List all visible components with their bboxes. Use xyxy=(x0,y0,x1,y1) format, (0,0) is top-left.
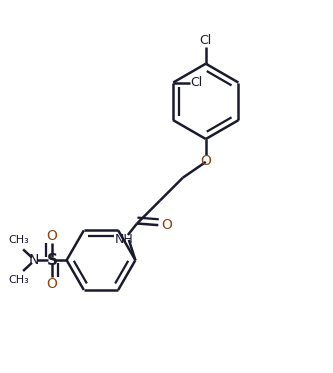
Text: O: O xyxy=(47,229,57,243)
Text: N: N xyxy=(29,253,39,267)
Text: Cl: Cl xyxy=(200,34,212,47)
Text: CH₃: CH₃ xyxy=(8,235,29,245)
Text: Cl: Cl xyxy=(190,76,203,89)
Text: NH: NH xyxy=(115,233,133,247)
Text: CH₃: CH₃ xyxy=(8,275,29,285)
Text: O: O xyxy=(47,278,57,291)
Text: O: O xyxy=(161,218,172,232)
Text: S: S xyxy=(46,253,57,268)
Text: O: O xyxy=(200,154,211,167)
